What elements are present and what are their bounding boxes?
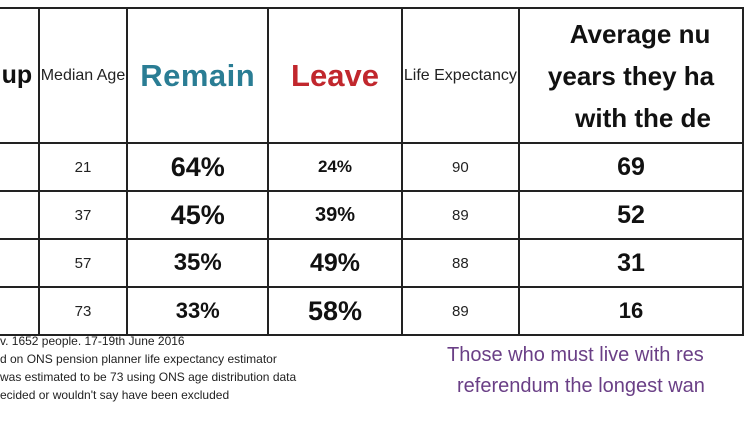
footnote-excluded: ecided or wouldn't say have been exclude…	[0, 388, 230, 402]
age-group-cell	[0, 190, 40, 240]
footnotes: v. 1652 people. 17-19th June 2016 d on O…	[0, 332, 440, 404]
table-row: 57 35% 49% 88 31	[0, 238, 744, 288]
caption-line-1: Those who must live with res	[447, 344, 704, 366]
leave-cell: 39%	[267, 190, 403, 240]
life-expectancy-cell: 89	[400, 286, 521, 336]
median-age-cell: 57	[37, 238, 129, 288]
header-row: up Median Age Remain Leave Life Expectan…	[0, 7, 744, 144]
median-age-cell: 21	[37, 142, 129, 192]
age-group-cell	[0, 142, 40, 192]
header-leave: Leave	[267, 7, 403, 144]
header-remain: Remain	[126, 7, 270, 144]
leave-cell: 58%	[267, 286, 403, 336]
header-average-line-1: Average nu	[569, 18, 711, 49]
header-average-line-3: with the de	[575, 102, 711, 133]
average-years-cell: 52	[518, 190, 744, 240]
remain-cell: 35%	[126, 238, 270, 288]
table-row: 73 33% 58% 89 16	[0, 286, 744, 336]
header-average-years: Average nu years they ha with the de	[518, 7, 744, 144]
header-average-line-2: years they ha	[547, 60, 715, 91]
footnote-life-expectancy: d on ONS pension planner life expectancy…	[0, 352, 277, 366]
header-life-expectancy: Life Expectancy	[400, 7, 521, 144]
age-group-cell	[0, 286, 40, 336]
remain-cell: 64%	[126, 142, 270, 192]
average-years-cell: 69	[518, 142, 744, 192]
footnote-age-estimate: was estimated to be 73 using ONS age dis…	[0, 370, 297, 384]
life-expectancy-cell: 90	[400, 142, 521, 192]
caption-quote: Those who must live with res referendum …	[447, 340, 750, 402]
leave-cell: 24%	[267, 142, 403, 192]
caption-line-2: referendum the longest wan	[457, 375, 705, 397]
remain-cell: 45%	[126, 190, 270, 240]
median-age-cell: 73	[37, 286, 129, 336]
remain-cell: 33%	[126, 286, 270, 336]
average-years-cell: 31	[518, 238, 744, 288]
average-years-cell: 16	[518, 286, 744, 336]
table-row: 21 64% 24% 90 69	[0, 142, 744, 192]
life-expectancy-cell: 89	[400, 190, 521, 240]
leave-cell: 49%	[267, 238, 403, 288]
age-group-cell	[0, 238, 40, 288]
median-age-cell: 37	[37, 190, 129, 240]
header-median-age: Median Age	[37, 7, 129, 144]
age-vote-table: up Median Age Remain Leave Life Expectan…	[0, 7, 744, 336]
footnote-sample: v. 1652 people. 17-19th June 2016	[0, 334, 185, 348]
life-expectancy-cell: 88	[400, 238, 521, 288]
table-row: 37 45% 39% 89 52	[0, 190, 744, 240]
header-age-group: up	[0, 7, 40, 144]
